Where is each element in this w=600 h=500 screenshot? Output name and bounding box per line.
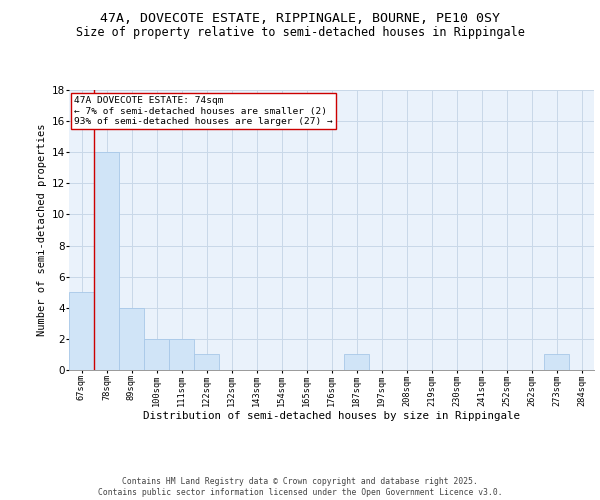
Bar (194, 354, 219, 370)
Bar (69, 292, 94, 370)
Text: 47A, DOVECOTE ESTATE, RIPPINGALE, BOURNE, PE10 0SY: 47A, DOVECOTE ESTATE, RIPPINGALE, BOURNE… (100, 12, 500, 26)
Bar (344, 354, 369, 370)
Bar (144, 339, 169, 370)
Bar (544, 354, 569, 370)
Text: Contains HM Land Registry data © Crown copyright and database right 2025.
Contai: Contains HM Land Registry data © Crown c… (98, 478, 502, 497)
X-axis label: Distribution of semi-detached houses by size in Rippingale: Distribution of semi-detached houses by … (143, 411, 520, 421)
Text: Size of property relative to semi-detached houses in Rippingale: Size of property relative to semi-detach… (76, 26, 524, 39)
Bar (119, 308, 144, 370)
Bar (169, 339, 194, 370)
Bar (94, 152, 119, 370)
Text: 47A DOVECOTE ESTATE: 74sqm
← 7% of semi-detached houses are smaller (2)
93% of s: 47A DOVECOTE ESTATE: 74sqm ← 7% of semi-… (74, 96, 333, 126)
Y-axis label: Number of semi-detached properties: Number of semi-detached properties (37, 124, 47, 336)
